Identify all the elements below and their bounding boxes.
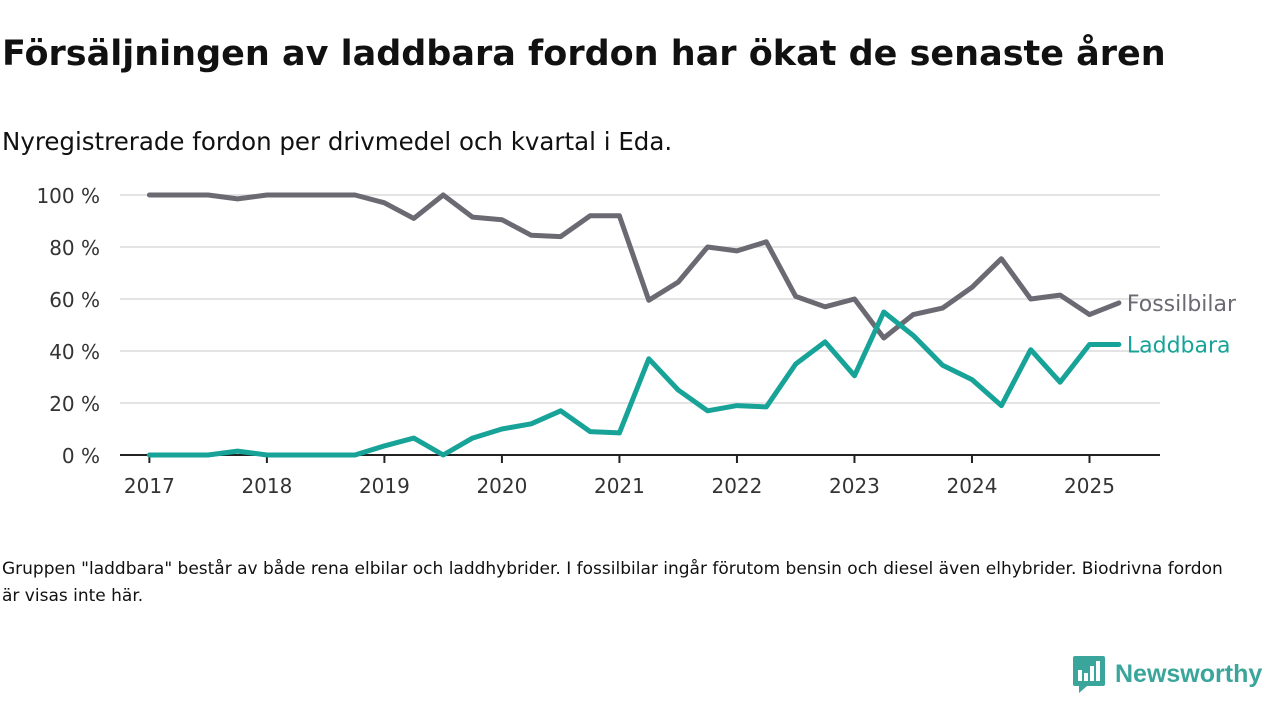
y-tick-label: 20 % — [49, 392, 100, 416]
x-tick-label: 2020 — [476, 474, 527, 498]
x-tick-label: 2025 — [1064, 474, 1115, 498]
x-tick-label: 2021 — [594, 474, 645, 498]
line-chart: 0 % 20 % 40 % 60 % 80 % 100 % 2017 2018 2019 2020… — [36, 184, 1237, 498]
y-tick-label: 80 % — [49, 236, 100, 260]
chart-footnote: Gruppen "laddbara" består av både rena e… — [2, 559, 1223, 606]
x-tick-label: 2022 — [711, 474, 762, 498]
series-labels: Fossilbilar Laddbara — [1127, 292, 1237, 359]
series-label-laddbara: Laddbara — [1127, 334, 1231, 359]
x-tick-label: 2018 — [241, 474, 292, 498]
brand-name: Newsworthy — [1115, 660, 1263, 688]
x-tick-label: 2019 — [359, 474, 410, 498]
chart-title: Försäljningen av laddbara fordon har öka… — [2, 34, 1166, 74]
gridlines — [120, 194, 1160, 404]
x-tick-label: 2017 — [124, 474, 175, 498]
series-lines — [146, 192, 1122, 458]
y-tick-label: 0 % — [62, 444, 100, 468]
series-line-laddbara — [146, 309, 1122, 458]
newsworthy-brand[interactable]: Newsworthy — [1072, 654, 1262, 694]
series-line-fossilbilar — [146, 192, 1122, 341]
chart-subtitle: Nyregistrerade fordon per drivmedel och … — [2, 127, 673, 156]
y-tick-label: 100 % — [36, 184, 100, 208]
x-tick-label: 2023 — [829, 474, 880, 498]
y-tick-label: 60 % — [49, 288, 100, 312]
axes: 0 % 20 % 40 % 60 % 80 % 100 % 2017 2018 2019 2020… — [36, 184, 1160, 498]
x-tick-label: 2024 — [947, 474, 998, 498]
y-tick-label: 40 % — [49, 340, 100, 364]
series-label-fossilbilar: Fossilbilar — [1127, 292, 1237, 317]
newsworthy-logo-icon — [1073, 656, 1105, 693]
